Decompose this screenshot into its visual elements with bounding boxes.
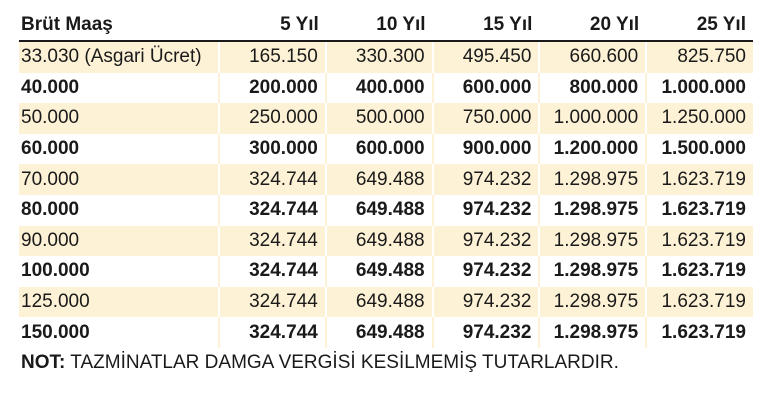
severance-cell: 1.298.975 [538, 256, 647, 287]
table-body: 33.030 (Asgari Ücret) 165.150 330.300 495.4… [19, 41, 753, 348]
severance-cell: 1.298.975 [538, 225, 647, 257]
salary-cell: 50.000 [19, 103, 219, 134]
severance-cell: 300.000 [218, 133, 326, 165]
severance-cell: 324.744 [218, 317, 326, 348]
severance-table: Brüt Maaş 5 Yıl 10 Yıl 15 Yıl 20 Yıl 25 Yıl 3… [19, 10, 753, 348]
severance-cell: 974.232 [431, 317, 540, 348]
severance-cell: 1.298.975 [538, 286, 647, 318]
table-row: 100.000 324.744 649.488 974.232 1.298.975 1.6… [19, 256, 753, 287]
severance-cell: 250.000 [218, 103, 326, 134]
table-row: 70.000 324.744 649.488 974.232 1.298.975 1.62… [19, 164, 753, 195]
salary-cell: 90.000 [19, 225, 219, 257]
severance-cell: 600.000 [431, 72, 540, 104]
severance-cell: 324.744 [218, 256, 326, 287]
column-header-years: 5 Yıl [219, 10, 326, 42]
column-header-salary: Brüt Maaş [19, 10, 219, 42]
severance-cell: 1.623.719 [645, 256, 753, 287]
severance-cell: 600.000 [324, 133, 433, 165]
salary-cell: 125.000 [19, 286, 219, 318]
severance-cell: 1.298.975 [538, 317, 647, 348]
severance-cell: 649.488 [324, 225, 433, 257]
salary-cell: 33.030 (Asgari Ücret) [19, 41, 219, 73]
severance-cell: 1.298.975 [538, 164, 647, 195]
severance-cell: 649.488 [324, 194, 433, 226]
column-header-years: 10 Yıl [325, 10, 433, 42]
table-row: 50.000 250.000 500.000 750.000 1.000.000 1.25… [19, 103, 753, 134]
severance-cell: 974.232 [431, 225, 540, 257]
severance-cell: 649.488 [324, 164, 433, 195]
severance-cell: 1.200.000 [538, 133, 647, 165]
severance-cell: 500.000 [324, 103, 433, 134]
header-row: Brüt Maaş 5 Yıl 10 Yıl 15 Yıl 20 Yıl 25 Yıl [19, 10, 753, 42]
severance-cell: 1.623.719 [645, 317, 753, 348]
column-header-years: 20 Yıl [539, 10, 647, 42]
severance-cell: 1.000.000 [538, 103, 647, 134]
salary-cell: 150.000 [19, 317, 219, 348]
footnote: NOT: TAZMİNATLAR DAMGA VERGİSİ KESİLMEMİ… [19, 352, 753, 374]
severance-cell: 800.000 [538, 72, 647, 104]
severance-cell: 400.000 [324, 72, 433, 104]
severance-cell: 825.750 [645, 41, 753, 73]
severance-cell: 1.250.000 [645, 103, 753, 134]
table-row: 80.000 324.744 649.488 974.232 1.298.975 1.62… [19, 194, 753, 226]
salary-cell: 80.000 [19, 194, 219, 226]
table-row: 60.000 300.000 600.000 900.000 1.200.000 1.50… [19, 133, 753, 165]
severance-cell: 1.500.000 [645, 133, 753, 165]
footnote-text: TAZMİNATLAR DAMGA VERGİSİ KESİLMEMİŞ TUT… [65, 351, 619, 373]
severance-cell: 649.488 [324, 317, 433, 348]
severance-cell: 324.744 [218, 225, 326, 257]
table-row: 40.000 200.000 400.000 600.000 800.000 1.000.… [19, 72, 753, 104]
severance-cell: 974.232 [431, 256, 540, 287]
severance-cell: 649.488 [324, 256, 433, 287]
salary-cell: 70.000 [19, 164, 219, 195]
severance-cell: 1.623.719 [645, 164, 753, 195]
severance-cell: 974.232 [431, 286, 540, 318]
salary-cell: 40.000 [19, 72, 219, 104]
severance-cell: 165.150 [218, 41, 326, 73]
severance-cell: 974.232 [431, 164, 540, 195]
severance-cell: 660.600 [538, 41, 647, 73]
salary-cell: 100.000 [19, 256, 219, 287]
severance-cell: 750.000 [431, 103, 540, 134]
severance-cell: 495.450 [431, 41, 540, 73]
severance-cell: 900.000 [431, 133, 540, 165]
severance-cell: 974.232 [431, 194, 540, 226]
severance-cell: 1.623.719 [645, 225, 753, 257]
severance-cell: 1.623.719 [645, 194, 753, 226]
severance-table-container: Brüt Maaş 5 Yıl 10 Yıl 15 Yıl 20 Yıl 25 Yıl 3… [19, 10, 753, 374]
footnote-label: NOT: [21, 351, 66, 373]
severance-cell: 324.744 [218, 164, 326, 195]
table-header: Brüt Maaş 5 Yıl 10 Yıl 15 Yıl 20 Yıl 25 Yıl [19, 10, 753, 42]
severance-cell: 200.000 [218, 72, 326, 104]
severance-cell: 649.488 [324, 286, 433, 318]
severance-cell: 1.623.719 [645, 286, 753, 318]
severance-cell: 1.298.975 [538, 194, 647, 226]
table-row: 33.030 (Asgari Ücret) 165.150 330.300 495.4… [19, 41, 753, 73]
column-header-years: 15 Yıl [432, 10, 540, 42]
salary-cell: 60.000 [19, 133, 219, 165]
severance-cell: 1.000.000 [645, 72, 753, 104]
column-header-years: 25 Yıl [646, 10, 753, 42]
severance-cell: 324.744 [218, 286, 326, 318]
severance-cell: 324.744 [218, 194, 326, 226]
table-row: 90.000 324.744 649.488 974.232 1.298.975 1.62… [19, 225, 753, 257]
severance-cell: 330.300 [324, 41, 433, 73]
table-row: 150.000 324.744 649.488 974.232 1.298.975 1.6… [19, 317, 753, 348]
table-row: 125.000 324.744 649.488 974.232 1.298.975 1.6… [19, 286, 753, 318]
